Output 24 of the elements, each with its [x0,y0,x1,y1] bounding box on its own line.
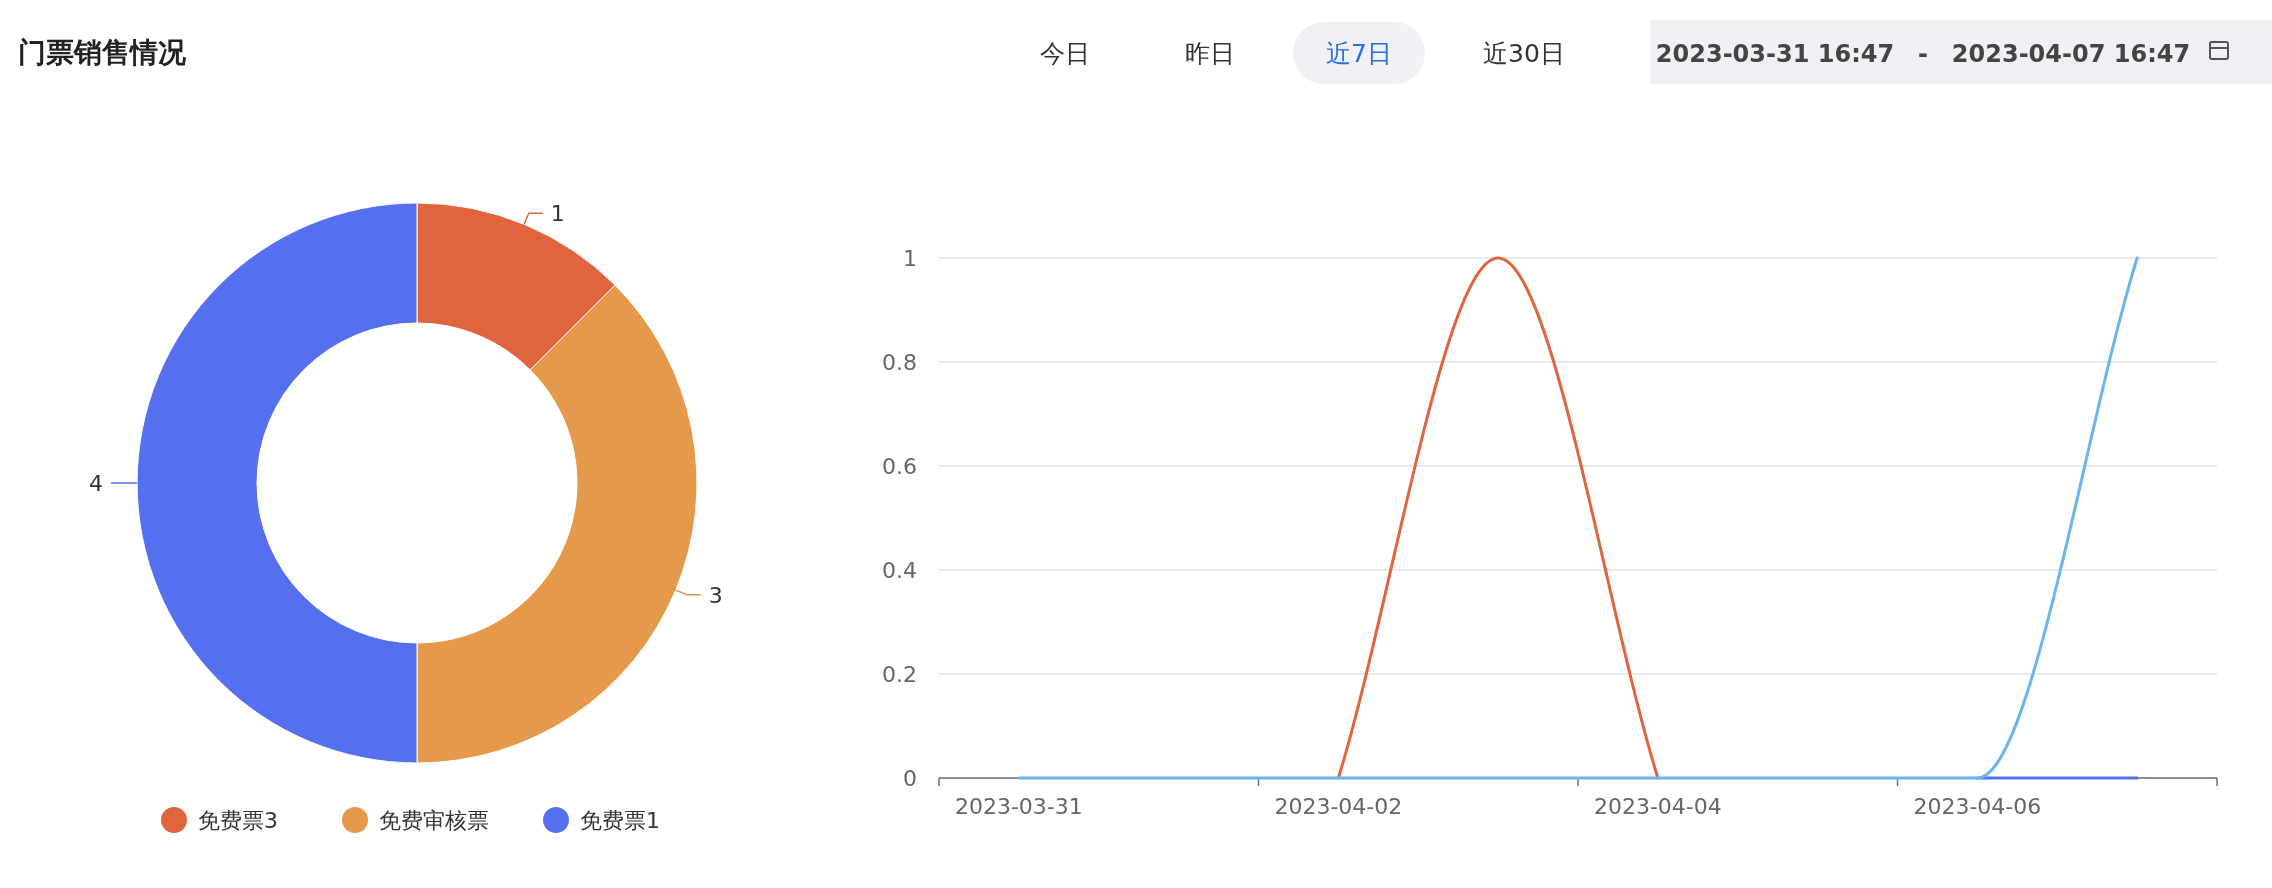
legend-label: 免费审核票 [379,808,489,833]
data-label: 1 [550,201,565,227]
legend-label: 免费票3 [198,808,278,833]
y-tick-label: 0.2 [882,662,917,687]
y-tick-label: 1 [903,246,917,271]
x-tick-label: 2023-04-02 [1274,794,1403,819]
text: 近30日 [1483,39,1565,68]
text: 2023-04-07 16:47 [1951,40,2191,68]
legend-label: 免费票1 [580,808,660,833]
x-tick-label: 2023-04-04 [1593,794,1722,819]
text: - [1918,40,1928,68]
text: 昨日 [1185,39,1235,68]
x-tick-label: 2023-03-31 [954,794,1083,819]
text: 今日 [1040,39,1090,68]
text: 2023-03-31 16:47 [1655,40,1895,68]
x-tick-label: 2023-04-06 [1913,794,2042,819]
y-tick-label: 0.6 [882,454,917,479]
y-tick-label: 0.8 [882,350,917,375]
text: 近7日 [1326,39,1392,68]
y-tick-label: 0.4 [882,558,917,583]
y-tick-label: 0 [903,766,917,791]
data-label: 4 [89,471,103,496]
chart-title: 门票销售情况 [18,36,187,69]
data-label: 3 [708,582,723,608]
